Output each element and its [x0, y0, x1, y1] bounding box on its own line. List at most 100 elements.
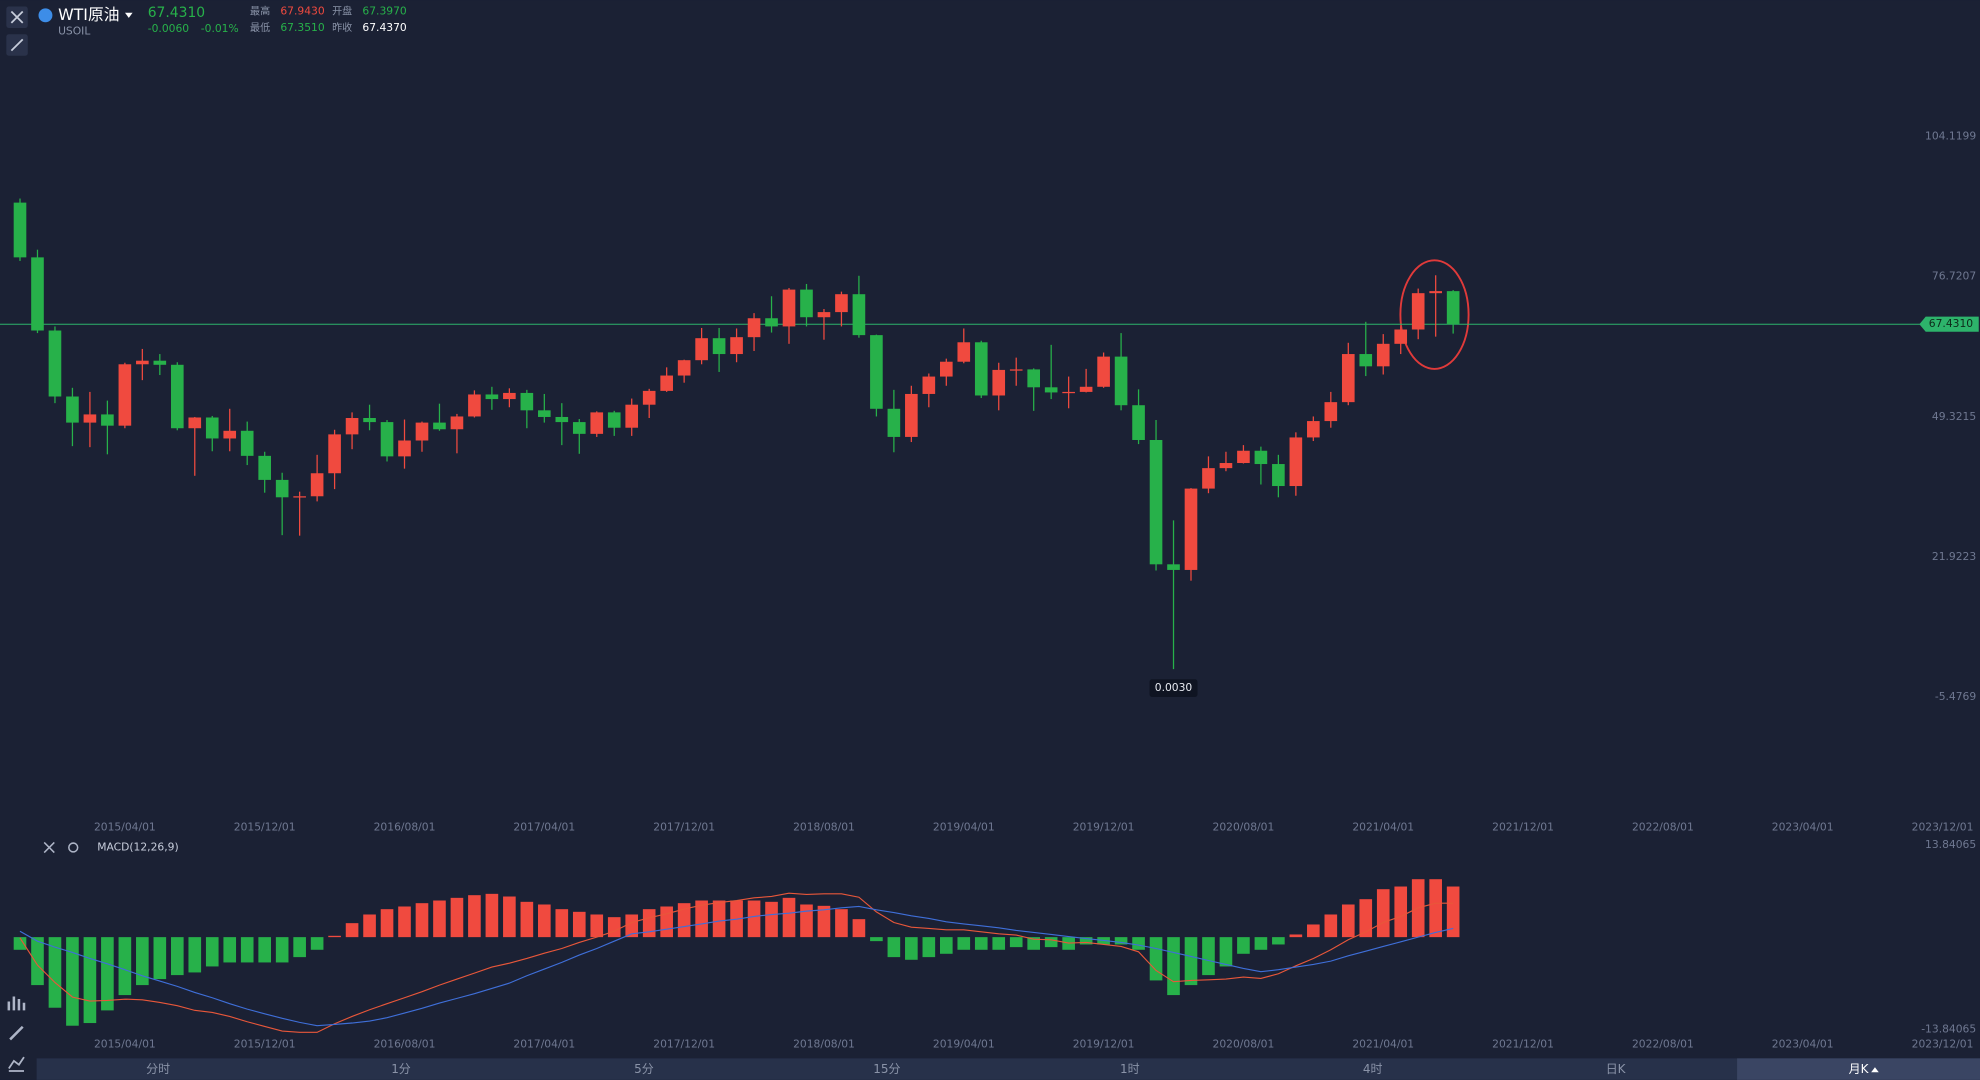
macd-bar [1027, 937, 1041, 950]
candle-body [1079, 386, 1093, 392]
y-tick-label: -13.84065 [1921, 1022, 1976, 1035]
indicator-tool[interactable] [7, 996, 26, 1011]
macd-bar [13, 937, 27, 950]
macd-bar [240, 937, 254, 963]
candle-body [1114, 356, 1128, 406]
y-tick-label: 104.1199 [1925, 130, 1976, 143]
x-tick-label: 2019/04/01 [933, 820, 995, 833]
candle-body [503, 392, 516, 400]
macd-bar [1132, 937, 1145, 950]
x-tick-label: 2021/12/01 [1492, 820, 1554, 833]
macd-bar [590, 914, 604, 938]
macd-bar [852, 919, 866, 938]
x-tick-label: 2022/08/01 [1632, 820, 1694, 833]
macd-bar [153, 937, 167, 980]
macd-bar [538, 904, 551, 938]
candle-body [1254, 450, 1268, 465]
macd-bar [1167, 937, 1180, 996]
macd-bar [712, 900, 726, 938]
candle-body [660, 375, 673, 391]
y-tick-label: 76.7207 [1932, 270, 1976, 283]
candle-body [1184, 488, 1198, 570]
macd-bar [800, 904, 813, 938]
y-tick-label: 21.9223 [1932, 550, 1976, 563]
stat-value: 67.4370 [362, 21, 407, 34]
macd-bar [782, 897, 796, 938]
candle-body [485, 394, 499, 400]
stat-value: 67.3970 [362, 5, 407, 18]
tab[interactable]: 5分 [634, 1062, 654, 1076]
macd-bar [1376, 889, 1390, 938]
macd-bar [83, 937, 97, 1024]
macd-bar [258, 937, 272, 963]
tab[interactable]: 日K [1606, 1062, 1627, 1076]
macd-bar [1429, 879, 1442, 938]
x-tick-label: 2017/04/01 [513, 820, 575, 833]
macd-bar [1324, 914, 1338, 938]
macd-bar [607, 917, 621, 938]
macd-bar [905, 937, 918, 960]
change-percent: -0.01% [201, 22, 239, 35]
draw-tool-button[interactable] [6, 34, 28, 56]
candle-body [555, 416, 569, 423]
candle-body [1429, 291, 1442, 294]
symbol-name[interactable]: WTI原油 [58, 5, 119, 24]
macd-bar [363, 914, 376, 938]
x-tick-label: 2018/08/01 [793, 820, 855, 833]
candle-body [66, 396, 79, 423]
candle-body [258, 455, 272, 480]
stat-label: 最高 [250, 5, 270, 18]
symbol-code: USOIL [58, 25, 90, 38]
candle-body [450, 416, 464, 430]
macd-bar [992, 937, 1006, 950]
macd-bar [1254, 937, 1268, 950]
macd-bar [765, 901, 778, 938]
macd-bar [1307, 924, 1320, 938]
macd-bar [48, 937, 62, 1008]
candle-body [852, 294, 866, 336]
candle-body [939, 361, 953, 377]
macd-bar [293, 937, 306, 958]
tab[interactable]: 1分 [391, 1062, 411, 1076]
tab[interactable]: 月K [1849, 1062, 1870, 1076]
macd-bar [118, 937, 132, 996]
macd-bar [398, 906, 411, 938]
candle-body [1062, 391, 1075, 394]
macd-bar [310, 937, 324, 950]
x-tick-label: 2015/12/01 [234, 820, 296, 833]
candle-body [1359, 354, 1373, 367]
tab[interactable]: 15分 [873, 1062, 900, 1076]
candle-body [275, 479, 289, 498]
macd-bar [275, 937, 289, 963]
stat-label: 昨收 [332, 21, 352, 34]
indicator-title: MACD(12,26,9) [97, 840, 178, 853]
x-tick-label: 2017/12/01 [653, 820, 715, 833]
macd-bar [1394, 886, 1408, 938]
candle-body [101, 414, 114, 426]
candle-body [1376, 343, 1390, 367]
line-tool[interactable] [8, 1056, 25, 1072]
stat-value: 67.9430 [280, 5, 325, 18]
macd-bar [939, 937, 953, 954]
tab-selected-bg [1737, 1058, 1980, 1080]
dropdown-arrow[interactable] [125, 12, 133, 18]
x-tick-label: 2021/04/01 [1352, 820, 1414, 833]
close-button[interactable] [6, 6, 28, 28]
macd-bar [1044, 937, 1058, 948]
candle-body [1324, 402, 1338, 422]
x-tick-label: 2016/08/01 [374, 820, 436, 833]
macd-bar [1219, 937, 1233, 967]
tab[interactable]: 1时 [1120, 1062, 1140, 1076]
tab[interactable]: 4时 [1363, 1062, 1383, 1076]
macd-bar [1272, 937, 1285, 945]
candle-body [870, 335, 883, 409]
x-tick-label: 2019/04/01 [933, 1037, 995, 1050]
macd-bar [625, 914, 639, 938]
indicator-settings[interactable] [68, 842, 79, 853]
tab[interactable]: 分时 [146, 1062, 170, 1076]
macd-bar [170, 937, 184, 976]
indicator-close[interactable] [43, 841, 55, 854]
x-tick-label: 2015/04/01 [94, 820, 156, 833]
pen-tool[interactable] [9, 1025, 24, 1041]
